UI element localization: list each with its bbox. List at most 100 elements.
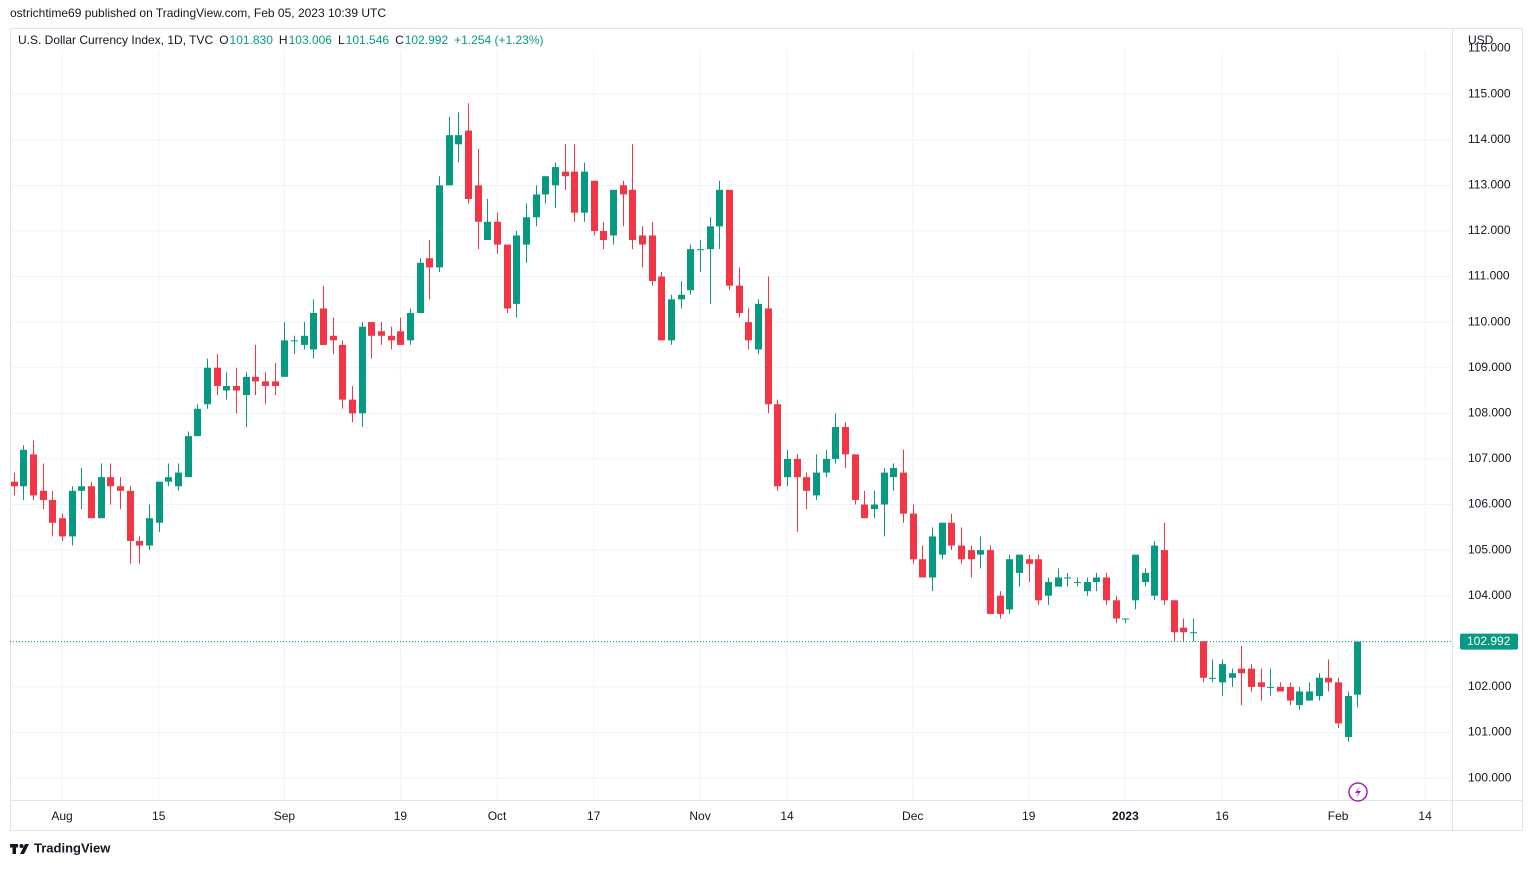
candle-body xyxy=(291,340,298,342)
candle-body xyxy=(1258,682,1265,687)
candle-body xyxy=(359,326,366,414)
y-tick-label: 105.000 xyxy=(1468,542,1512,556)
candle-body xyxy=(339,344,346,400)
candle-body xyxy=(69,490,76,537)
candle-body xyxy=(716,189,723,227)
candle-body xyxy=(349,399,356,414)
candle-body xyxy=(1122,618,1129,620)
candle-body xyxy=(281,340,288,377)
candle-body xyxy=(1229,673,1236,678)
candle-body xyxy=(1296,691,1303,706)
candle-body xyxy=(958,545,965,560)
candle-body xyxy=(1074,582,1081,584)
candle-body xyxy=(1055,577,1062,587)
candle-body xyxy=(581,171,588,213)
candle-body xyxy=(910,513,917,560)
candle-body xyxy=(697,249,704,251)
y-tick-label: 102.000 xyxy=(1468,679,1512,693)
candle-body xyxy=(30,454,37,496)
candle-body xyxy=(146,518,153,546)
legend-value: 101.830 xyxy=(230,33,274,47)
candle-body xyxy=(794,458,801,478)
candle-body xyxy=(1016,554,1023,573)
candle-body xyxy=(1151,545,1158,596)
candle-body xyxy=(1064,577,1071,579)
flash-icon[interactable] xyxy=(1348,782,1368,802)
candle-body xyxy=(1180,627,1187,633)
candle-body xyxy=(523,217,530,245)
legend-key: C xyxy=(395,33,404,47)
y-tick-label: 107.000 xyxy=(1468,451,1512,465)
candle-body xyxy=(774,404,781,487)
candle-body xyxy=(330,335,337,341)
x-tick-label: Aug xyxy=(51,809,72,823)
x-tick-label: Dec xyxy=(902,809,923,823)
y-tick-label: 116.000 xyxy=(1468,41,1511,55)
candle-body xyxy=(968,550,975,560)
candle-body xyxy=(513,235,520,304)
candle-body xyxy=(678,294,685,300)
candle-body xyxy=(745,322,752,341)
candle-body xyxy=(59,518,66,537)
candle-body xyxy=(726,189,733,286)
candle-body xyxy=(40,490,47,500)
candle-body xyxy=(175,472,182,487)
candle-body xyxy=(194,408,201,437)
candle-body xyxy=(88,486,95,519)
candle-body xyxy=(1248,668,1255,687)
legend-value: 102.992 xyxy=(405,33,449,47)
candle-body xyxy=(272,381,279,386)
candle-body xyxy=(98,477,105,519)
candle-body xyxy=(223,385,230,391)
legend-value: 103.006 xyxy=(289,33,333,47)
x-tick-label: 16 xyxy=(1215,809,1229,823)
x-tick-label: Nov xyxy=(689,809,710,823)
candle-body xyxy=(107,477,114,487)
candle-body xyxy=(301,335,308,345)
candle-body xyxy=(165,477,172,482)
candle-body xyxy=(1209,677,1216,679)
x-tick-label: Feb xyxy=(1328,809,1349,823)
candle-body xyxy=(533,194,540,218)
candle-body xyxy=(1045,582,1052,596)
candle-body xyxy=(475,185,482,222)
candle-body xyxy=(455,135,462,145)
candle-body xyxy=(871,504,878,510)
candle-body xyxy=(233,385,240,391)
candle-body xyxy=(784,458,791,478)
candle-body xyxy=(542,176,549,195)
candle-body xyxy=(1161,550,1168,601)
candle-body xyxy=(1026,559,1033,564)
candle-body xyxy=(11,481,18,487)
candle-body xyxy=(1006,559,1013,610)
x-tick-label: 15 xyxy=(152,809,166,823)
candle-body xyxy=(629,189,636,241)
candle-body xyxy=(658,276,665,341)
legend-change: +1.254 (+1.23%) xyxy=(454,33,543,47)
candle-body xyxy=(310,312,317,350)
candle-body xyxy=(997,595,1004,614)
candle-body xyxy=(1219,664,1226,683)
candle-body xyxy=(426,258,433,268)
candle-body xyxy=(117,486,124,491)
legend-key: O xyxy=(219,33,228,47)
candle-body xyxy=(736,285,743,313)
candle-body xyxy=(832,426,839,459)
candles xyxy=(11,103,1361,742)
legend-key: L xyxy=(338,33,345,47)
candle-body xyxy=(504,244,511,309)
candle-body xyxy=(127,490,134,541)
candle-body xyxy=(262,381,269,386)
candle-body xyxy=(494,221,501,245)
candle-body xyxy=(1142,572,1149,583)
symbol-title: U.S. Dollar Currency Index, 1D, TVC xyxy=(18,33,214,47)
candle-body xyxy=(1171,600,1178,633)
candle-body xyxy=(755,303,762,350)
candle-body xyxy=(707,226,714,250)
legend-value: 101.546 xyxy=(346,33,390,47)
candle-body xyxy=(939,522,946,555)
candle-body xyxy=(1277,686,1284,692)
y-tick-label: 104.000 xyxy=(1468,588,1512,602)
candle-body xyxy=(484,221,491,241)
